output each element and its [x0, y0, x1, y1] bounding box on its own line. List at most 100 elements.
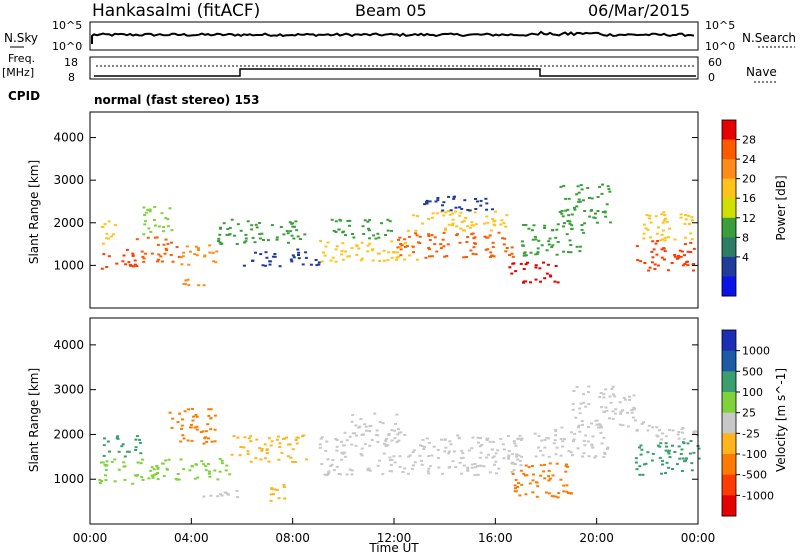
- echo-cell: [400, 244, 404, 247]
- station-title: Hankasalmi (fitACF): [92, 1, 260, 21]
- echo-cell: [403, 467, 407, 470]
- echo-cell: [565, 490, 569, 493]
- echo-cell: [340, 253, 343, 256]
- echo-cell: [264, 251, 268, 254]
- echo-cell: [569, 492, 573, 495]
- echo-cell: [387, 434, 391, 437]
- echo-cell: [359, 453, 363, 456]
- echo-cell: [447, 195, 451, 198]
- echo-cell: [377, 236, 381, 239]
- echo-cell: [246, 450, 250, 453]
- echo-cell: [686, 442, 690, 445]
- echo-cell: [197, 249, 200, 251]
- echo-cell: [661, 238, 665, 241]
- echo-cell: [441, 472, 445, 475]
- echo-cell: [511, 255, 515, 258]
- echo-cell: [103, 223, 107, 226]
- echo-cell: [478, 445, 482, 448]
- echo-cell: [105, 232, 109, 235]
- echo-cell: [346, 220, 350, 222]
- echo-cell: [470, 224, 474, 227]
- echo-cell: [579, 184, 583, 187]
- echo-cell: [370, 439, 374, 441]
- echo-cell: [188, 250, 192, 253]
- echo-cell: [355, 244, 359, 247]
- echo-cell: [644, 462, 648, 465]
- echo-cell: [604, 406, 608, 409]
- echo-cell: [470, 233, 474, 236]
- echo-cell: [268, 263, 272, 266]
- echo-cell: [603, 451, 607, 454]
- echo-cell: [684, 236, 687, 239]
- echo-cell: [556, 241, 560, 243]
- echo-cell: [673, 253, 677, 256]
- scatter-band: [634, 440, 701, 476]
- echo-cell: [273, 255, 277, 258]
- echo-cell: [527, 227, 531, 230]
- echo-cell: [259, 458, 263, 461]
- echo-cell: [148, 210, 152, 213]
- echo-cell: [590, 209, 594, 211]
- beam-title: Beam 05: [355, 1, 427, 20]
- echo-cell: [164, 238, 168, 241]
- echo-cell: [412, 214, 416, 217]
- echo-cell: [605, 203, 609, 206]
- echo-cell: [101, 242, 105, 245]
- echo-cell: [452, 450, 456, 453]
- freq-tick-low: 8: [68, 71, 75, 84]
- echo-cell: [386, 218, 390, 221]
- scatter-band: [508, 261, 560, 284]
- echo-cell: [156, 243, 160, 246]
- echo-cell: [606, 447, 609, 450]
- echo-cell: [528, 482, 532, 485]
- echo-cell: [667, 428, 671, 431]
- echo-cell: [345, 439, 349, 442]
- echo-cell: [522, 268, 526, 270]
- echo-cell: [494, 460, 498, 463]
- echo-cell: [322, 251, 325, 254]
- echo-cell: [643, 262, 647, 264]
- echo-cell: [635, 429, 639, 431]
- echo-cell: [511, 453, 515, 456]
- echo-cell: [440, 210, 444, 213]
- echo-cell: [122, 461, 126, 464]
- echo-cell: [531, 491, 535, 494]
- echo-cell: [494, 210, 497, 213]
- echo-cell: [335, 465, 339, 468]
- echo-cell: [290, 234, 294, 237]
- echo-cell: [531, 238, 535, 241]
- echo-cell: [230, 453, 234, 456]
- echo-cell: [580, 420, 584, 422]
- echo-cell: [170, 229, 174, 232]
- echo-cell: [103, 463, 107, 466]
- echo-cell: [179, 256, 183, 259]
- echo-cell: [667, 236, 670, 239]
- scatter-band: [269, 483, 287, 502]
- echo-cell: [514, 478, 518, 481]
- echo-cell: [344, 250, 348, 253]
- echo-cell: [317, 261, 321, 264]
- echo-cell: [587, 391, 591, 394]
- echo-cell: [510, 272, 514, 275]
- echo-cell: [683, 243, 687, 246]
- echo-cell: [502, 457, 506, 460]
- echo-cell: [211, 251, 215, 254]
- echo-cell: [660, 233, 664, 236]
- echo-cell: [117, 468, 121, 471]
- echo-cell: [427, 218, 431, 220]
- echo-cell: [427, 235, 431, 237]
- echo-cell: [655, 434, 659, 437]
- echo-cell: [536, 485, 540, 488]
- echo-cell: [150, 466, 154, 469]
- echo-cell: [278, 446, 282, 448]
- echo-cell: [378, 259, 382, 262]
- echo-cell: [680, 250, 684, 253]
- echo-cell: [217, 237, 221, 240]
- echo-cell: [603, 452, 607, 455]
- echo-cell: [395, 413, 399, 416]
- echo-cell: [582, 452, 586, 455]
- echo-cell: [368, 237, 372, 240]
- echo-cell: [462, 464, 466, 467]
- echo-cell: [580, 224, 584, 226]
- echo-cell: [540, 439, 544, 442]
